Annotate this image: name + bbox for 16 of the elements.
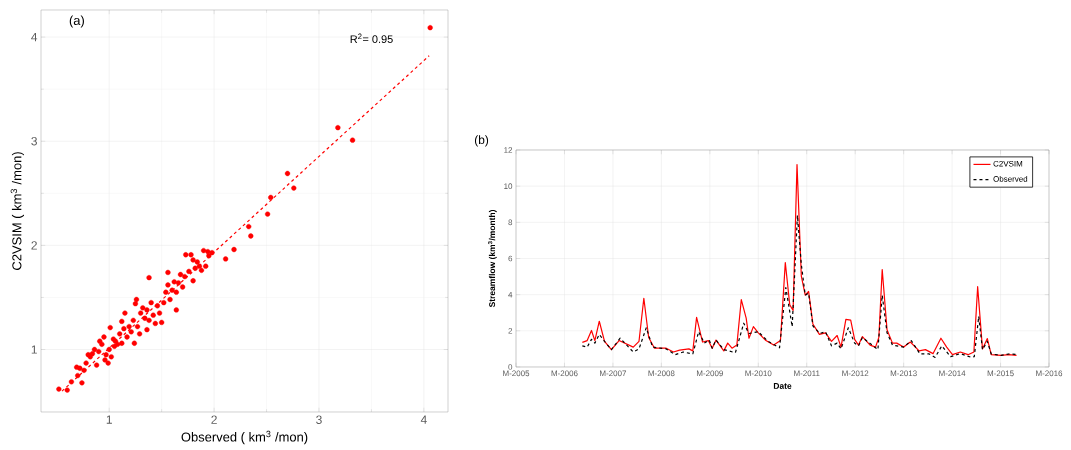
- text: (b): [474, 135, 489, 147]
- y-axis-title: Streamflow (km$^{3}$/month): [488, 209, 497, 308]
- y-tick-label: 2: [31, 241, 37, 250]
- x-tick-label: 4: [420, 415, 427, 424]
- line-series: [581, 214, 1018, 358]
- y-tick-label: 1: [31, 345, 37, 354]
- annotation: (a): [69, 15, 84, 28]
- y-axis-title: C2VSIM ( km$^{3}$ /mon): [10, 152, 25, 270]
- y-tick-label: 4: [31, 32, 38, 42]
- x-axis-title: Date: [773, 382, 792, 389]
- x-tick-label: 2: [211, 415, 217, 424]
- x-tick-label: 3: [316, 415, 322, 424]
- y-tick-label: 3: [31, 136, 37, 146]
- annotation: R$^{2}$= 0.95: [350, 33, 393, 44]
- x-tick-label: 1: [106, 415, 112, 424]
- x-axis-title: Observed ( km$^{3}$ /mon): [181, 430, 308, 445]
